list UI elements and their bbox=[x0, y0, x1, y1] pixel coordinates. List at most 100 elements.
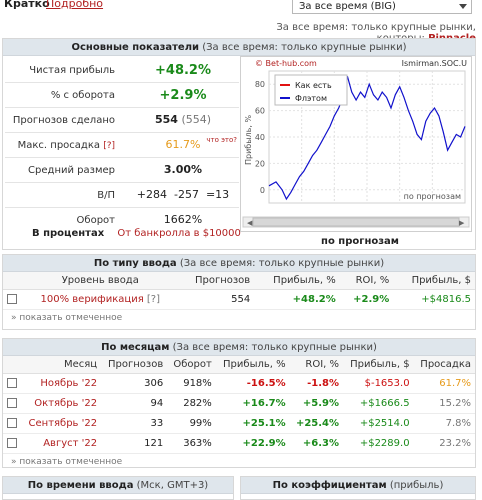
stat-label: Чистая прибыль bbox=[29, 65, 115, 76]
by-odds-title: По коэффициентам bbox=[272, 480, 387, 491]
header-cell-checkbox bbox=[3, 356, 21, 374]
show-marked-link[interactable]: » показать отмеченное bbox=[11, 313, 123, 323]
by-odds-header: По коэффициентам (прибыль) bbox=[241, 477, 475, 494]
stat-predictions: Прогнозов сделано 554 (554) bbox=[5, 108, 239, 133]
cell-turnover: 99% bbox=[167, 413, 216, 434]
stat-turnover-pct: % с оборота +2.9% bbox=[5, 83, 239, 108]
cell-drawdown: 15.2% bbox=[413, 393, 475, 414]
percent-caption-text: От банкролла в $10000 bbox=[117, 228, 241, 239]
stat-label: В/П bbox=[97, 190, 115, 201]
row-checkbox[interactable] bbox=[7, 378, 17, 388]
stat-avg-size: Средний размер 3.00% bbox=[5, 158, 239, 183]
level-link[interactable]: 100% верификация bbox=[40, 294, 144, 305]
source-right-label: Ismirman.SOC.U bbox=[402, 59, 468, 68]
by-month-subtitle: (За все время: только крупные рынки) bbox=[172, 342, 377, 353]
cell-roi: +6.3% bbox=[289, 433, 344, 454]
header-cell: Прогнозов bbox=[177, 272, 255, 290]
y-tick-label: 40 bbox=[255, 133, 265, 142]
cell-count: 33 bbox=[101, 413, 168, 434]
source-left-label: © Bet-hub.com bbox=[255, 59, 317, 68]
table-header-row: Месяц Прогнозов Оборот Прибыль, % ROI, %… bbox=[3, 356, 475, 374]
header-cell: Прибыль, % bbox=[254, 272, 340, 290]
cell-turnover: 363% bbox=[167, 433, 216, 454]
show-marked-link[interactable]: » показать отмеченное bbox=[11, 457, 123, 467]
row-checkbox[interactable] bbox=[7, 294, 17, 304]
row-checkbox[interactable] bbox=[7, 438, 17, 448]
y-tick-label: 0 bbox=[260, 186, 265, 195]
table-row: Октябрь '22 94 282% +16.7% +5.9% +$1666.… bbox=[3, 393, 475, 414]
table-row: 100% верификация [?] 554 +48.2% +2.9% +$… bbox=[3, 289, 475, 310]
cell-month[interactable]: Сентябрь '22 bbox=[21, 413, 102, 434]
header-cell: Прогнозов bbox=[101, 356, 168, 374]
chevron-down-icon bbox=[459, 4, 467, 9]
profit-chart-svg: 0 20 40 60 80 © Bet-hub.com Ismirman.SOC.U Приб… bbox=[242, 59, 470, 228]
cell-profit-pct: +25.1% bbox=[215, 413, 290, 434]
cell-month[interactable]: Август '22 bbox=[21, 433, 102, 454]
main-stats-header: Основные показатели (За все время: тольк… bbox=[3, 39, 475, 56]
header-cell-checkbox bbox=[3, 272, 23, 290]
stat-value: 1662% bbox=[163, 213, 203, 226]
cell-profit-pct: +48.2% bbox=[254, 289, 340, 310]
help-link[interactable]: [?] bbox=[103, 141, 115, 151]
stats-list: Чистая прибыль +48.2% % с оборота +2.9% … bbox=[5, 58, 239, 233]
by-type-panel: По типу ввода (За все время: только круп… bbox=[2, 254, 476, 330]
profit-chart: 0 20 40 60 80 © Bet-hub.com Ismirman.SOC.U Приб… bbox=[240, 56, 472, 232]
cell-month[interactable]: Ноябрь '22 bbox=[21, 373, 102, 394]
cell-profit-usd: +$4816.5 bbox=[393, 289, 475, 310]
stat-value: +48.2% bbox=[155, 63, 211, 78]
by-month-title: По месяцам bbox=[101, 342, 170, 353]
cell-profit-pct: +16.7% bbox=[215, 393, 290, 414]
cell-month[interactable]: Октябрь '22 bbox=[21, 393, 102, 414]
main-stats-title: Основные показатели bbox=[71, 42, 200, 53]
cell-turnover: 918% bbox=[167, 373, 216, 394]
row-checkbox-cell bbox=[3, 433, 21, 454]
stat-turnover: Оборот 1662% bbox=[5, 208, 239, 233]
by-month-header: По месяцам (За все время: только крупные… bbox=[3, 339, 475, 356]
tab-detailed[interactable]: Подробно bbox=[46, 0, 104, 10]
row-checkbox-cell bbox=[3, 373, 21, 394]
cell-count: 554 bbox=[177, 289, 255, 310]
header-cell: Просадка bbox=[413, 356, 475, 374]
legend-box bbox=[274, 74, 348, 106]
row-checkbox[interactable] bbox=[7, 398, 17, 408]
legend-entry: Как есть bbox=[295, 81, 332, 90]
by-time-subtitle: (Мск, GMT+3) bbox=[136, 480, 209, 491]
stat-net-profit: Чистая прибыль +48.2% bbox=[5, 58, 239, 83]
cell-count: 306 bbox=[101, 373, 168, 394]
stat-value: +284 -257 =13 bbox=[136, 188, 230, 201]
scroll-right-arrow: ▶ bbox=[459, 219, 465, 227]
chart-scrollbar-thumb bbox=[252, 217, 460, 227]
by-time-panel: По времени ввода (Мск, GMT+3) bbox=[2, 476, 234, 500]
cell-count: 121 bbox=[101, 433, 168, 454]
percent-caption: В процентах От банкролла в $10000 bbox=[32, 228, 241, 239]
legend-entry: Флэтом bbox=[295, 94, 327, 103]
stat-label: % с оборота bbox=[50, 90, 115, 101]
by-type-table: Уровень ввода Прогнозов Прибыль, % ROI, … bbox=[3, 272, 475, 310]
x-axis-label: по прогнозам bbox=[404, 192, 461, 201]
cell-roi: +25.4% bbox=[289, 413, 344, 434]
cell-drawdown: 7.8% bbox=[413, 413, 475, 434]
table-header-row: Уровень ввода Прогнозов Прибыль, % ROI, … bbox=[3, 272, 475, 290]
table-row: Ноябрь '22 306 918% -16.5% -1.8% $-1653.… bbox=[3, 373, 475, 394]
cell-profit-pct: +22.9% bbox=[215, 433, 290, 454]
cell-profit-pct: -16.5% bbox=[215, 373, 290, 394]
help-link[interactable]: [?] bbox=[146, 294, 161, 305]
tab-short[interactable]: Кратко bbox=[4, 0, 50, 10]
cell-drawdown: 23.2% bbox=[413, 433, 475, 454]
percent-caption-label: В процентах bbox=[32, 228, 105, 239]
stat-max-drawdown: Макс. просадка [?] 61.7% что это? bbox=[5, 133, 239, 158]
period-select-value: За все время (BIG) bbox=[299, 1, 396, 12]
header-cell: Оборот bbox=[167, 356, 216, 374]
by-type-title: По типу ввода bbox=[93, 258, 177, 269]
row-checkbox[interactable] bbox=[7, 418, 17, 428]
scroll-left-arrow: ◀ bbox=[247, 219, 253, 227]
cell-roi: -1.8% bbox=[289, 373, 344, 394]
stat-value: 554 (554) bbox=[125, 113, 241, 126]
what-is-link[interactable]: что это? bbox=[206, 136, 237, 144]
stat-value: +2.9% bbox=[159, 88, 207, 103]
header-cell: Прибыль, $ bbox=[343, 356, 414, 374]
stat-value: 3.00% bbox=[163, 163, 203, 176]
period-select[interactable]: За все время (BIG) bbox=[292, 0, 472, 14]
row-checkbox-cell bbox=[3, 393, 21, 414]
y-tick-label: 60 bbox=[255, 107, 265, 116]
